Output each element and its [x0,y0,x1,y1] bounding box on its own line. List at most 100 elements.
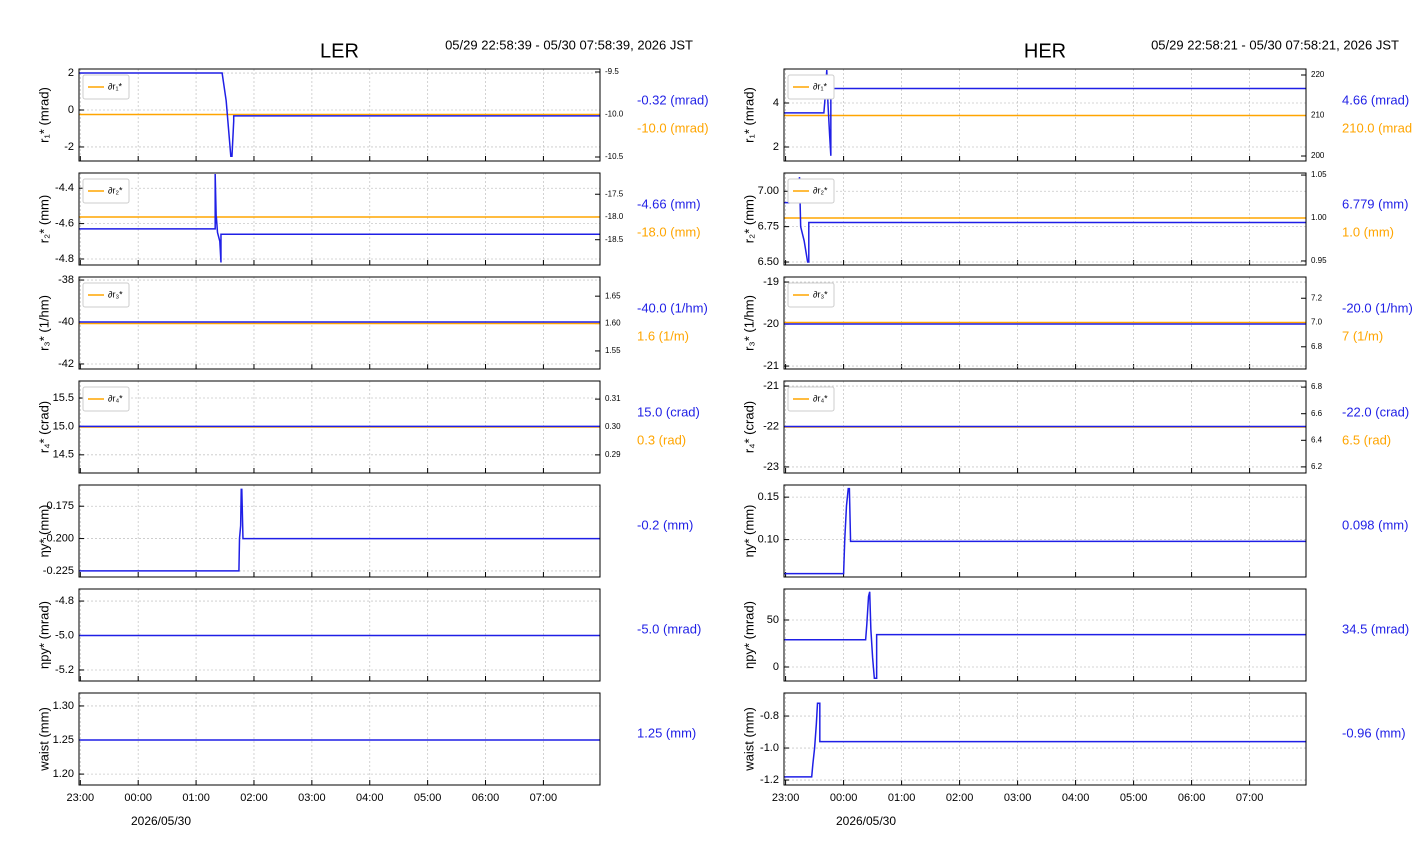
y-tick-label: -23 [763,461,779,473]
legend-box [787,178,835,204]
x-tick-label: 04:00 [356,792,384,804]
x-tick-label: 03:00 [1004,792,1032,804]
plot-frame [78,68,601,162]
y-axis-label: waist (mm) [741,707,756,772]
legend: ∂r₂* [82,178,130,204]
y-tick-label: -4.8 [55,595,74,607]
readout: 1.25 (mm) [637,725,696,740]
y-axis-label: r₃* (1/hm) [741,295,756,351]
readout: 1.0 (mm) [1342,224,1394,239]
readout: 15.0 (crad) [637,404,700,419]
y-axis-label: r₂* (mm) [741,195,756,243]
legend-label: ∂r₁* [108,81,122,91]
plot-frame [78,588,601,682]
y-axis-label: ηy* (mm) [36,505,51,558]
y2-tick-label: 220 [1311,70,1325,79]
readout: -22.0 (crad) [1342,404,1409,419]
plot-frame [783,588,1307,682]
x-tick-label: 06:00 [472,792,500,804]
y-tick-label: 4 [773,97,779,109]
data-line [79,488,600,572]
readout: 6.5 (rad) [1342,432,1391,447]
legend-label: ∂r₄* [813,393,828,403]
readout: 0.3 (rad) [637,432,686,447]
plot-frame [783,172,1307,266]
y-tick-label: 0.15 [758,491,779,503]
x-tick-label: 05:00 [1120,792,1148,804]
y-tick-label: -22 [763,420,779,432]
data-line [79,72,600,157]
y-tick-label: 2 [68,67,74,79]
x-tick-label: 00:00 [830,792,858,804]
data-line [784,487,1306,575]
legend: ∂r₄* [787,386,835,412]
legend-label: ∂r₁* [813,81,827,91]
y2-tick-label: 1.05 [1311,170,1327,179]
x-tick-label: 23:00 [67,792,95,804]
plot-frame [783,380,1307,474]
y-tick-label: 1.20 [53,768,74,780]
y-axis-label: r₃* (1/hm) [36,295,51,351]
y-tick-label: -42 [58,358,74,370]
y-tick-label: -38 [58,274,74,286]
y-axis-label: waist (mm) [36,707,51,772]
y-tick-label: 15.5 [53,392,74,404]
x-date-label: 2026/05/30 [836,814,896,828]
y2-tick-label: -10.0 [605,110,624,119]
x-tick-label: 03:00 [298,792,326,804]
legend-label: ∂r₂* [108,185,123,195]
y-tick-label: -21 [763,360,779,372]
x-tick-label: 02:00 [946,792,974,804]
y2-tick-label: 6.6 [1311,409,1323,418]
plot-frame [78,276,601,370]
legend-box [82,74,130,100]
y-tick-label: -0.175 [43,500,74,512]
legend: ∂r₄* [82,386,130,412]
legend-box [82,178,130,204]
x-tick-label: 06:00 [1178,792,1206,804]
panel-title: HER [1024,40,1066,62]
y-tick-label: 15.0 [53,420,74,432]
readout: -10.0 (mrad) [637,120,709,135]
y-axis-label: r₁* (mrad) [36,87,51,143]
y-tick-label: 6.75 [758,221,779,233]
y-tick-label: -5.2 [55,664,74,676]
x-tick-label: 00:00 [124,792,152,804]
y-axis-label: r₄* (crad) [36,401,51,453]
y2-tick-label: -18.5 [605,235,624,244]
readout: -0.96 (mm) [1342,725,1406,740]
y2-tick-label: 6.4 [1311,435,1323,444]
y-tick-label: 50 [767,614,779,626]
plot-frame [78,692,601,786]
y-tick-label: 0 [68,104,74,116]
y2-tick-label: 0.95 [1311,256,1327,265]
y-tick-label: 14.5 [53,449,74,461]
readout: 1.6 (1/m) [637,328,689,343]
y2-tick-label: 0.30 [605,422,621,431]
x-tick-label: 01:00 [182,792,210,804]
y2-tick-label: -17.5 [605,189,624,198]
y-axis-label: r₄* (crad) [741,401,756,453]
panel-title: LER [320,40,359,62]
x-tick-label: 23:00 [772,792,800,804]
legend-label: ∂r₂* [813,185,828,195]
data-line [784,177,1306,263]
y-tick-label: 6.50 [758,256,779,268]
y-tick-label: -0.8 [760,710,779,722]
x-tick-label: 05:00 [414,792,442,804]
plot-frame [783,68,1307,162]
y2-tick-label: 6.8 [1311,342,1323,351]
y-tick-label: -4.6 [55,218,74,230]
readout: -5.0 (mrad) [637,621,701,636]
x-tick-label: 01:00 [888,792,916,804]
y-axis-label: ηy* (mm) [741,505,756,558]
legend-box [787,386,835,412]
y2-tick-label: 1.55 [605,346,621,355]
legend-box [787,282,835,308]
y-tick-label: -5.0 [55,629,74,641]
data-line [784,591,1306,680]
x-tick-label: 07:00 [530,792,558,804]
y2-tick-label: 6.2 [1311,462,1323,471]
